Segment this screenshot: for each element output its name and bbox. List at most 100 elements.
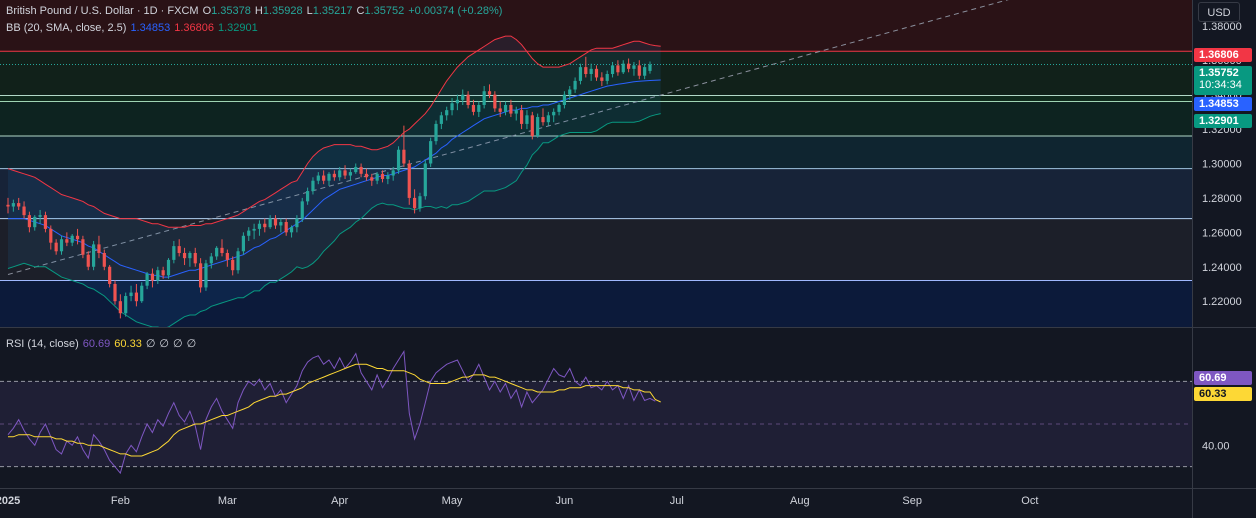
candle-body	[92, 244, 96, 267]
price-zone	[0, 218, 1192, 281]
price-zone	[0, 135, 1192, 169]
candle	[220, 239, 224, 257]
candle-body	[300, 201, 304, 219]
time-axis-label: Aug	[790, 495, 810, 507]
candle-body	[247, 230, 251, 236]
candle-body	[493, 94, 497, 109]
candle-body	[166, 259, 171, 276]
bb-upper-tag: 1.36806	[1194, 48, 1252, 62]
candle	[487, 84, 492, 99]
rsi-line	[7, 349, 656, 475]
candle-body	[241, 235, 245, 252]
time-axis-label: Jul	[670, 495, 684, 507]
candle-body	[17, 203, 21, 207]
bb-fill	[8, 36, 661, 327]
candle	[311, 177, 315, 195]
candle	[306, 187, 310, 205]
candle-body	[220, 247, 224, 253]
bb-legend[interactable]: BB (20, SMA, close, 2.5) 1.34853 1.36806 1.…	[6, 22, 262, 34]
candle	[209, 252, 213, 269]
price-axis-label: 1.26000	[1202, 227, 1242, 239]
candle-body	[338, 170, 342, 178]
candle-body	[391, 170, 395, 176]
bb-lower-value: 1.32901	[217, 22, 258, 34]
candle-body	[172, 246, 176, 260]
candle-body	[113, 283, 117, 302]
candle-body	[134, 292, 138, 302]
close-value: 1.35752	[364, 5, 405, 17]
candle	[364, 168, 369, 181]
candle-body	[434, 123, 438, 142]
price-axis-label: 1.22000	[1202, 296, 1242, 308]
candle	[370, 173, 374, 186]
candle	[268, 215, 272, 229]
candle-body	[145, 273, 149, 286]
candle	[418, 192, 422, 212]
candle-body	[188, 252, 192, 259]
candle-body	[225, 252, 229, 260]
candle	[455, 94, 459, 111]
candle-body	[273, 218, 278, 226]
candle-body	[418, 196, 422, 209]
candle	[22, 201, 26, 219]
high-value: 1.35928	[262, 5, 303, 17]
rsi-value: 60.69	[82, 338, 111, 350]
candle	[215, 246, 219, 260]
candle-body	[482, 91, 486, 105]
bb-label: BB (20, SMA, close, 2.5)	[6, 22, 127, 34]
candle	[520, 104, 524, 130]
candle	[156, 266, 160, 284]
rsi-axis-label: 40.00	[1202, 440, 1230, 452]
candle	[236, 247, 240, 274]
price-axis-label: 1.24000	[1202, 262, 1242, 274]
candle	[65, 232, 69, 247]
candle-body	[450, 103, 454, 111]
candle-body	[263, 223, 267, 228]
trendline	[7, 0, 1009, 275]
candle	[92, 240, 96, 271]
candle	[461, 89, 465, 105]
candle-body	[332, 173, 336, 178]
bb-basis-line	[8, 79, 661, 278]
candle-body	[648, 64, 652, 71]
candle-body	[359, 166, 363, 174]
price-zone	[0, 168, 1192, 219]
candle	[332, 170, 336, 181]
rsi-label: RSI (14, close)	[6, 338, 79, 350]
candle-body	[562, 94, 566, 105]
candle	[204, 259, 208, 291]
candle	[284, 218, 288, 236]
price-zone	[0, 280, 1192, 327]
candle	[514, 106, 518, 121]
candle	[407, 160, 411, 205]
candle	[648, 61, 652, 74]
candle	[97, 235, 101, 259]
candle	[530, 111, 534, 140]
candle-body	[520, 110, 524, 124]
candle-body	[140, 285, 144, 302]
candle	[477, 101, 481, 118]
candle-body	[557, 104, 561, 112]
candle-body	[311, 180, 315, 192]
candle	[380, 170, 385, 183]
rsi-legend[interactable]: RSI (14, close) 60.69 60.33 ∅ ∅ ∅ ∅	[6, 338, 197, 350]
candle	[546, 111, 550, 126]
candle-body	[86, 254, 90, 267]
currency-button[interactable]: USD	[1198, 2, 1240, 22]
candle	[27, 211, 31, 233]
price-zone	[0, 0, 1192, 52]
candle-body	[407, 163, 411, 198]
candle	[568, 86, 572, 100]
candle-body	[231, 259, 235, 271]
rsi-ma-line	[8, 363, 661, 457]
candle-body	[295, 218, 299, 228]
candle	[231, 256, 235, 276]
candle-body	[327, 173, 331, 181]
candle	[49, 225, 53, 250]
candle-body	[370, 177, 374, 181]
time-axis-label: May	[442, 495, 463, 507]
bb-lower-line	[7, 113, 661, 327]
candle-body	[343, 170, 347, 176]
candle-body	[568, 89, 572, 95]
